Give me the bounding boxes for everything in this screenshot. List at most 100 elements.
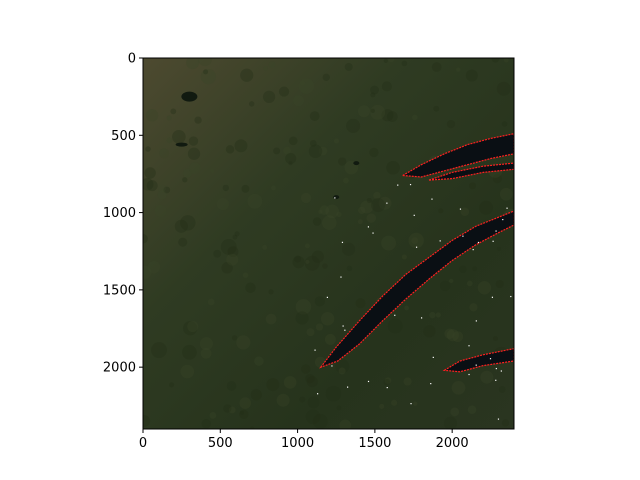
texture-blob [338,157,347,166]
texture-blob [467,405,477,414]
texture-blob [324,333,336,345]
speck [394,314,396,316]
texture-blob [305,259,310,264]
speck [491,296,494,298]
texture-blob [456,67,461,72]
speck [372,232,374,234]
texture-blob [295,299,312,315]
texture-blob [183,321,198,336]
texture-blob [178,237,188,247]
texture-blob [469,303,478,312]
texture-blob [201,418,211,429]
texture-blob [423,325,436,338]
texture-blob [157,190,167,200]
texture-blob [370,92,376,98]
x-tick-label: 1500 [358,436,391,451]
speck [502,218,504,221]
texture-blob [431,62,442,72]
texture-blob [239,397,252,409]
texture-blob [271,185,276,191]
texture-blob [451,380,466,395]
texture-blob [163,186,171,194]
speck [492,240,494,242]
texture-blob [247,193,263,209]
speck [317,393,319,395]
speck [314,349,316,351]
texture-blob [318,146,328,156]
texture-blob [143,233,148,244]
texture-blob [239,410,244,415]
texture-blob [379,403,385,409]
speck [367,226,370,228]
texture-blob [387,318,403,334]
texture-blob [285,152,297,165]
speck [506,207,508,209]
texture-blob [320,312,335,326]
texture-blob [322,73,330,81]
texture-blob [292,256,305,269]
texture-blob [403,377,412,386]
texture-blob [386,160,400,175]
texture-blob [325,385,342,402]
texture-blob [200,347,212,359]
texture-blob [322,263,328,269]
texture-blob [239,409,249,420]
texture-blob [378,196,392,210]
speck [495,379,497,381]
speck [342,325,344,327]
texture-blob [439,280,451,292]
texture-blob [187,147,201,160]
y-tick-label: 0 [128,52,136,67]
texture-blob [145,146,151,152]
speck [341,241,344,243]
texture-blob [203,69,209,75]
texture-blob [248,101,255,107]
satellite-image [143,58,514,429]
texture-blob [492,335,499,342]
texture-blob [299,396,306,403]
texture-blob [318,209,323,214]
texture-blob [315,323,324,331]
speck [415,246,418,248]
speck [459,208,462,210]
texture-blob [144,167,156,179]
lakes [175,91,514,373]
texture-blob [408,232,424,249]
texture-blob [480,370,494,384]
x-tick-label: 1000 [281,436,314,451]
speck [386,386,388,389]
texture-blob [182,168,193,178]
texture-blob [401,254,407,260]
texture-blob [180,215,196,231]
speck [489,358,492,360]
speck [346,386,349,388]
texture-blob [288,136,298,146]
texture-blob [180,364,195,379]
texture-blob [469,182,477,190]
speck [477,241,480,244]
texture-blob [370,104,386,120]
speck [344,329,346,331]
texture-blob [384,377,392,384]
texture-blob [333,138,340,144]
pond [333,195,340,200]
texture-blob [383,378,391,386]
texture-blob [314,296,325,307]
texture-blob [182,177,188,183]
texture-blob [342,242,356,256]
texture-blob [339,419,352,429]
texture-blob [245,282,256,294]
texture-blob [479,200,494,215]
texture-blob [346,118,361,133]
texture-blob [223,404,232,413]
texture-blob [166,115,172,121]
texture-blob [452,331,464,343]
speck [500,370,502,372]
texture-blob [143,178,154,191]
speck [367,380,370,383]
texture-blob [404,305,409,311]
texture-blob [319,205,330,215]
texture-blob [268,289,274,295]
texture-blob [222,184,229,192]
texture-blob [288,161,293,166]
